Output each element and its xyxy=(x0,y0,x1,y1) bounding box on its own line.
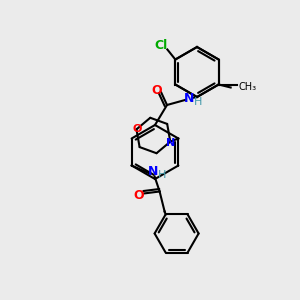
Text: H: H xyxy=(158,170,166,181)
Text: O: O xyxy=(133,189,144,202)
Text: N: N xyxy=(166,138,175,148)
Text: CH₃: CH₃ xyxy=(239,82,257,92)
Text: O: O xyxy=(152,83,162,97)
Text: Cl: Cl xyxy=(155,39,168,52)
Text: H: H xyxy=(194,97,202,107)
Text: N: N xyxy=(147,165,158,178)
Text: N: N xyxy=(184,92,194,104)
Text: O: O xyxy=(133,124,142,134)
